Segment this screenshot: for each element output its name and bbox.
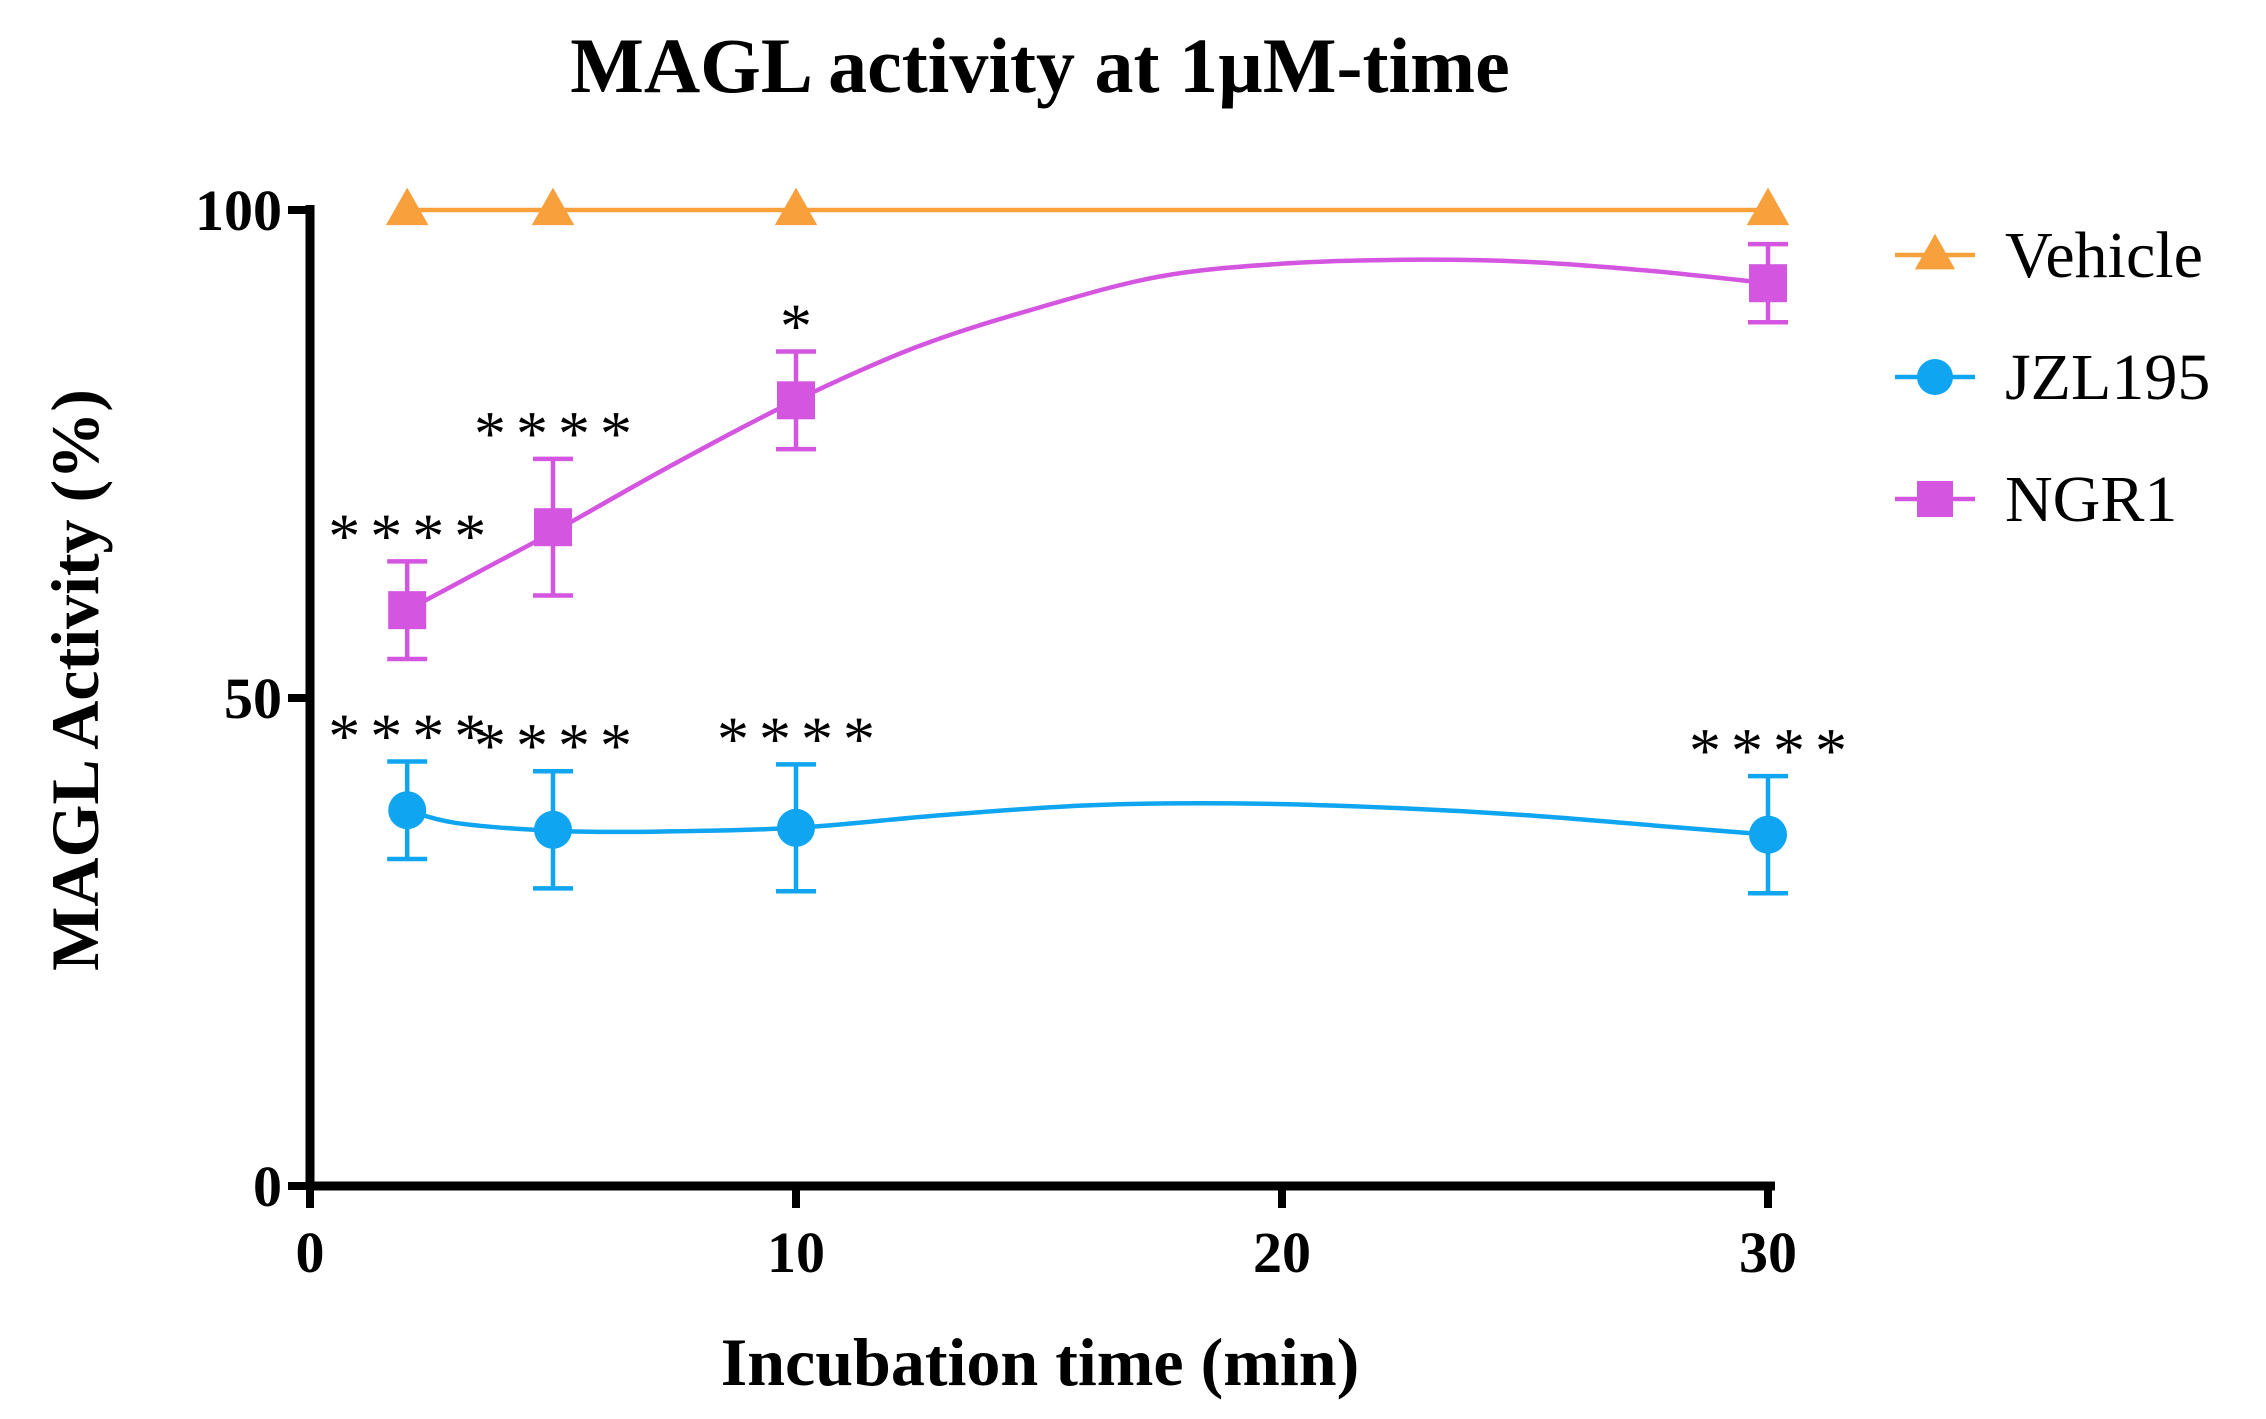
significance-label: **** xyxy=(474,710,642,781)
legend-label: NGR1 xyxy=(2005,463,2177,536)
series-vehicle xyxy=(385,187,1790,226)
significance-label: **** xyxy=(1689,715,1857,786)
data-point xyxy=(534,508,572,547)
significance-label: **** xyxy=(717,703,885,774)
data-point xyxy=(531,187,575,226)
x-tick-label: 20 xyxy=(1253,1220,1311,1285)
data-point xyxy=(385,187,429,226)
data-point xyxy=(1749,815,1787,854)
x-tick-label: 10 xyxy=(767,1220,825,1285)
series-line xyxy=(406,801,1769,837)
chart-title: MAGL activity at 1µM-time xyxy=(570,22,1510,109)
data-point xyxy=(388,591,427,630)
x-tick-label: 0 xyxy=(296,1220,325,1285)
data-point xyxy=(388,791,427,830)
legend-label: JZL195 xyxy=(2005,341,2210,414)
y-tick-label: 100 xyxy=(195,178,282,243)
data-point xyxy=(1746,187,1790,226)
y-ticks: 0 50 100 xyxy=(195,178,310,1219)
plot-area: ******** **** ************* xyxy=(328,187,1857,896)
y-tick-label: 50 xyxy=(224,666,282,731)
significance-label: **** xyxy=(328,700,496,771)
data-point xyxy=(777,808,815,847)
y-axis-label: MAGL Activity (%) xyxy=(37,389,113,971)
data-point xyxy=(777,381,815,420)
y-tick-label: 0 xyxy=(253,1154,282,1219)
legend-marker xyxy=(1917,359,1953,395)
significance-label: **** xyxy=(474,398,642,469)
x-ticks: 0 10 20 30 xyxy=(296,1186,1797,1285)
legend-entry: Vehicle xyxy=(1895,219,2203,292)
legend-entry: NGR1 xyxy=(1895,463,2177,536)
legend-marker xyxy=(1914,233,1956,270)
series-line xyxy=(406,257,1769,613)
legend: Vehicle JZL195 NGR1 xyxy=(1895,219,2210,536)
legend-label: Vehicle xyxy=(2005,219,2203,292)
series-jzl195: ******** **** **** xyxy=(328,700,1857,896)
significance-label: * xyxy=(780,291,822,362)
x-axis-label: Incubation time (min) xyxy=(721,1324,1359,1400)
data-point xyxy=(534,810,572,849)
data-point xyxy=(1749,264,1787,303)
data-point xyxy=(774,187,818,226)
significance-label: **** xyxy=(328,500,496,571)
legend-entry: JZL195 xyxy=(1895,341,2210,414)
legend-marker xyxy=(1917,481,1953,517)
x-tick-label: 30 xyxy=(1739,1220,1797,1285)
series-ngr1: ********* xyxy=(328,241,1788,662)
